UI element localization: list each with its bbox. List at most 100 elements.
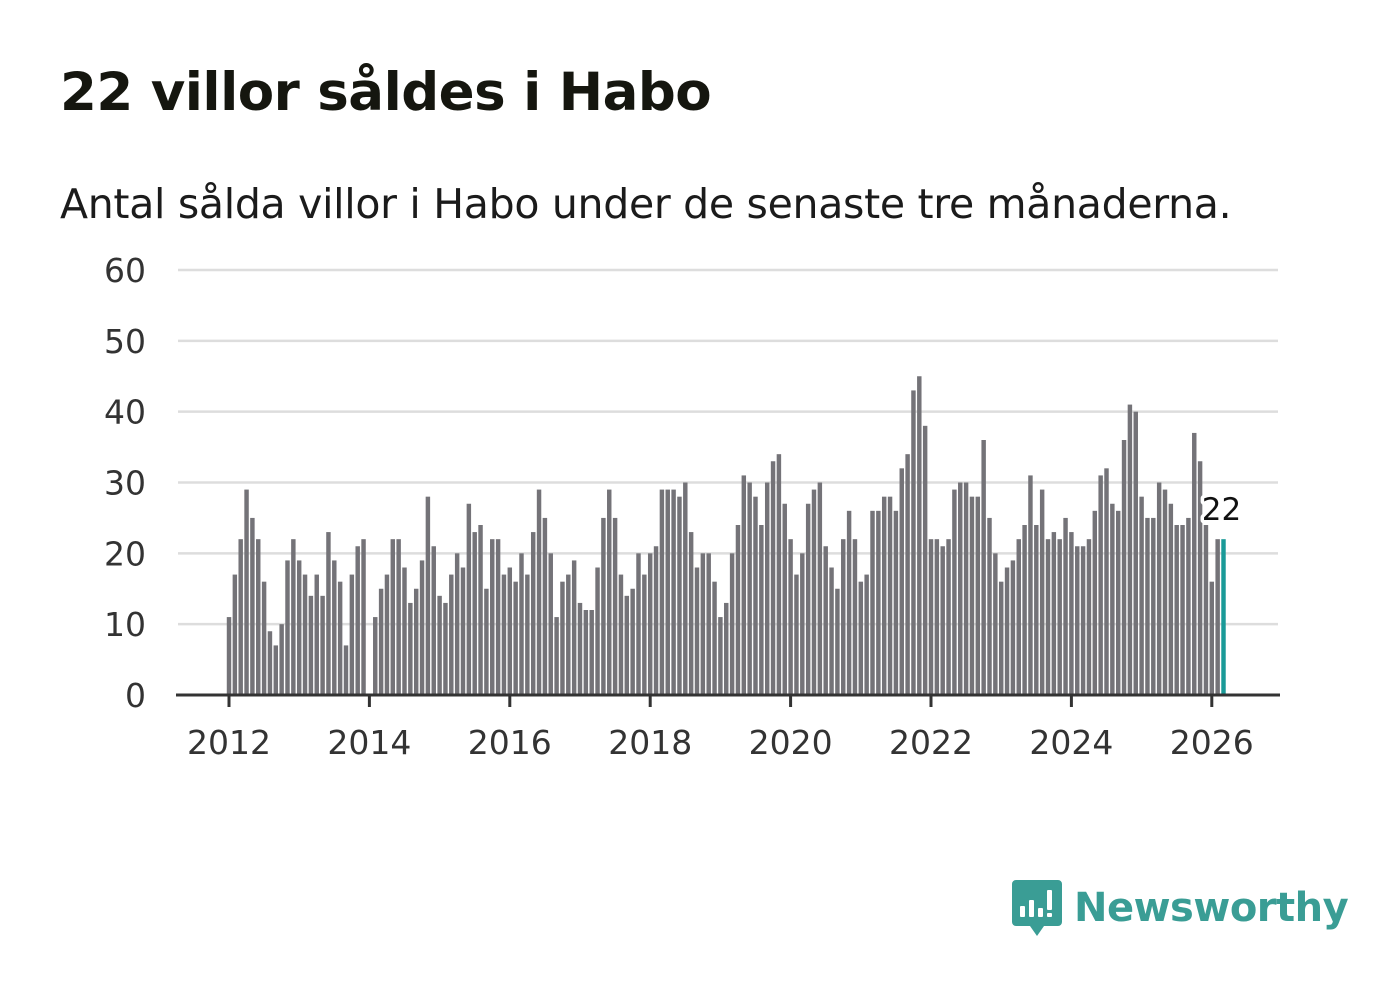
bar: [800, 553, 805, 695]
bar: [852, 539, 858, 695]
bar: [373, 617, 378, 695]
bar: [618, 574, 624, 695]
y-tick-label: 50: [104, 322, 146, 361]
bar: [952, 489, 957, 695]
bar: [993, 553, 998, 695]
bar: [817, 482, 823, 695]
bar: [724, 602, 729, 695]
bar: [267, 631, 273, 695]
bar: [887, 496, 893, 695]
x-tick-label: 2020: [749, 723, 833, 762]
bar: [1022, 525, 1027, 695]
y-tick-label: 40: [104, 393, 146, 432]
bar: [981, 440, 986, 695]
bar: [1063, 517, 1068, 695]
bar: [1045, 539, 1051, 695]
bar: [495, 539, 501, 695]
bar: [753, 496, 758, 695]
bar: [548, 553, 553, 695]
bar: [759, 525, 764, 695]
bar: [536, 489, 542, 695]
bar: [343, 645, 349, 695]
bar: [677, 496, 682, 695]
bar: [1127, 404, 1133, 695]
chart-title: 22 villor såldes i Habo: [60, 62, 712, 123]
bar: [601, 517, 606, 695]
bar: [291, 539, 296, 695]
bar: [1133, 411, 1138, 695]
bar: [472, 532, 477, 695]
newsworthy-logo: Newsworthy: [1010, 878, 1349, 938]
bar-highlight: [1221, 539, 1226, 695]
bar: [1110, 503, 1115, 695]
bar: [706, 553, 711, 695]
bar: [1145, 517, 1150, 695]
chart-subtitle: Antal sålda villor i Habo under de senas…: [60, 180, 1232, 228]
bar: [811, 489, 817, 695]
bar: [589, 610, 594, 695]
y-axis-ticks: 0 10 20 30 40 50 60: [104, 251, 146, 715]
bar: [858, 581, 864, 695]
bar: [922, 425, 928, 695]
bar: [507, 567, 513, 695]
y-tick-label: 10: [104, 605, 146, 644]
bar: [1075, 546, 1080, 695]
bar: [296, 560, 302, 695]
bar: [612, 517, 618, 695]
bar: [478, 525, 483, 695]
bar: [232, 574, 238, 695]
bar: [928, 539, 934, 695]
newsworthy-logo-icon: [1012, 880, 1062, 936]
x-tick-label: 2012: [187, 723, 271, 762]
x-axis-ticks: 2012 2014 2016 2018 2020 2022 2024 2026: [187, 695, 1254, 762]
bar: [969, 496, 975, 695]
bar: [408, 602, 413, 695]
bar: [624, 595, 630, 695]
bar: [905, 454, 910, 695]
bar: [782, 503, 787, 695]
bar: [413, 588, 419, 695]
bar: [1174, 525, 1179, 695]
bar: [1034, 525, 1039, 695]
bar: [1086, 539, 1092, 695]
bar: [1209, 581, 1215, 695]
x-tick-label: 2016: [468, 723, 552, 762]
bar: [846, 510, 852, 695]
bar: [788, 539, 793, 695]
bar: [987, 517, 992, 695]
bar: [349, 574, 355, 695]
y-tick-label: 60: [104, 251, 146, 290]
bar: [1180, 525, 1185, 695]
last-value-label: 22: [1202, 492, 1241, 528]
bar: [361, 539, 366, 695]
bar: [238, 539, 243, 695]
x-tick-label: 2026: [1170, 723, 1254, 762]
bar: [355, 546, 360, 695]
bar: [378, 588, 384, 695]
bar: [337, 581, 343, 695]
bar: [1156, 482, 1162, 695]
bar: [653, 546, 659, 695]
bar: [823, 546, 828, 695]
bar: [946, 539, 951, 695]
bar: [443, 602, 448, 695]
bar: [250, 517, 255, 695]
bar: [911, 390, 916, 695]
bar: [244, 489, 249, 695]
bar: [542, 517, 548, 695]
bar: [688, 532, 694, 695]
bar: [560, 581, 565, 695]
bar: [998, 581, 1004, 695]
bar: [647, 553, 653, 695]
x-tick-label: 2022: [889, 723, 973, 762]
bar: [1192, 432, 1197, 695]
bar: [384, 574, 390, 695]
bar: [770, 461, 776, 695]
bar: [665, 489, 670, 695]
bar: [764, 482, 770, 695]
bar: [1186, 517, 1191, 695]
bar: [864, 574, 869, 695]
bar: [314, 574, 319, 695]
bar: [1098, 475, 1103, 695]
